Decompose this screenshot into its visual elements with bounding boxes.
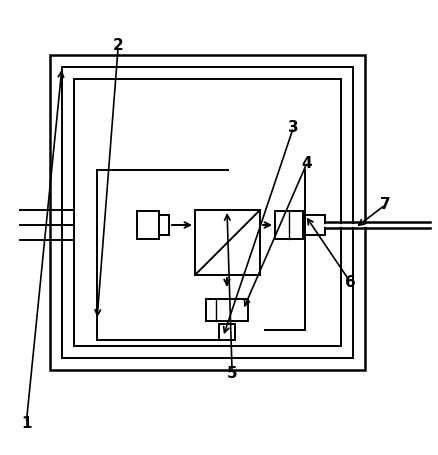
Bar (219, 324, 235, 340)
Bar (305, 215, 325, 235)
Text: 2: 2 (113, 38, 124, 53)
Bar (74, 79, 341, 346)
Text: 6: 6 (345, 275, 356, 289)
Bar (275, 211, 303, 239)
Bar (50, 55, 365, 370)
Bar (62, 67, 353, 358)
Text: 3: 3 (288, 120, 299, 135)
Bar (195, 210, 260, 275)
Text: 1: 1 (21, 416, 32, 430)
Text: 4: 4 (301, 157, 312, 171)
Bar (206, 299, 248, 321)
Bar (159, 215, 169, 235)
Text: 7: 7 (380, 197, 391, 212)
Bar (137, 211, 159, 239)
Text: 5: 5 (227, 366, 237, 380)
